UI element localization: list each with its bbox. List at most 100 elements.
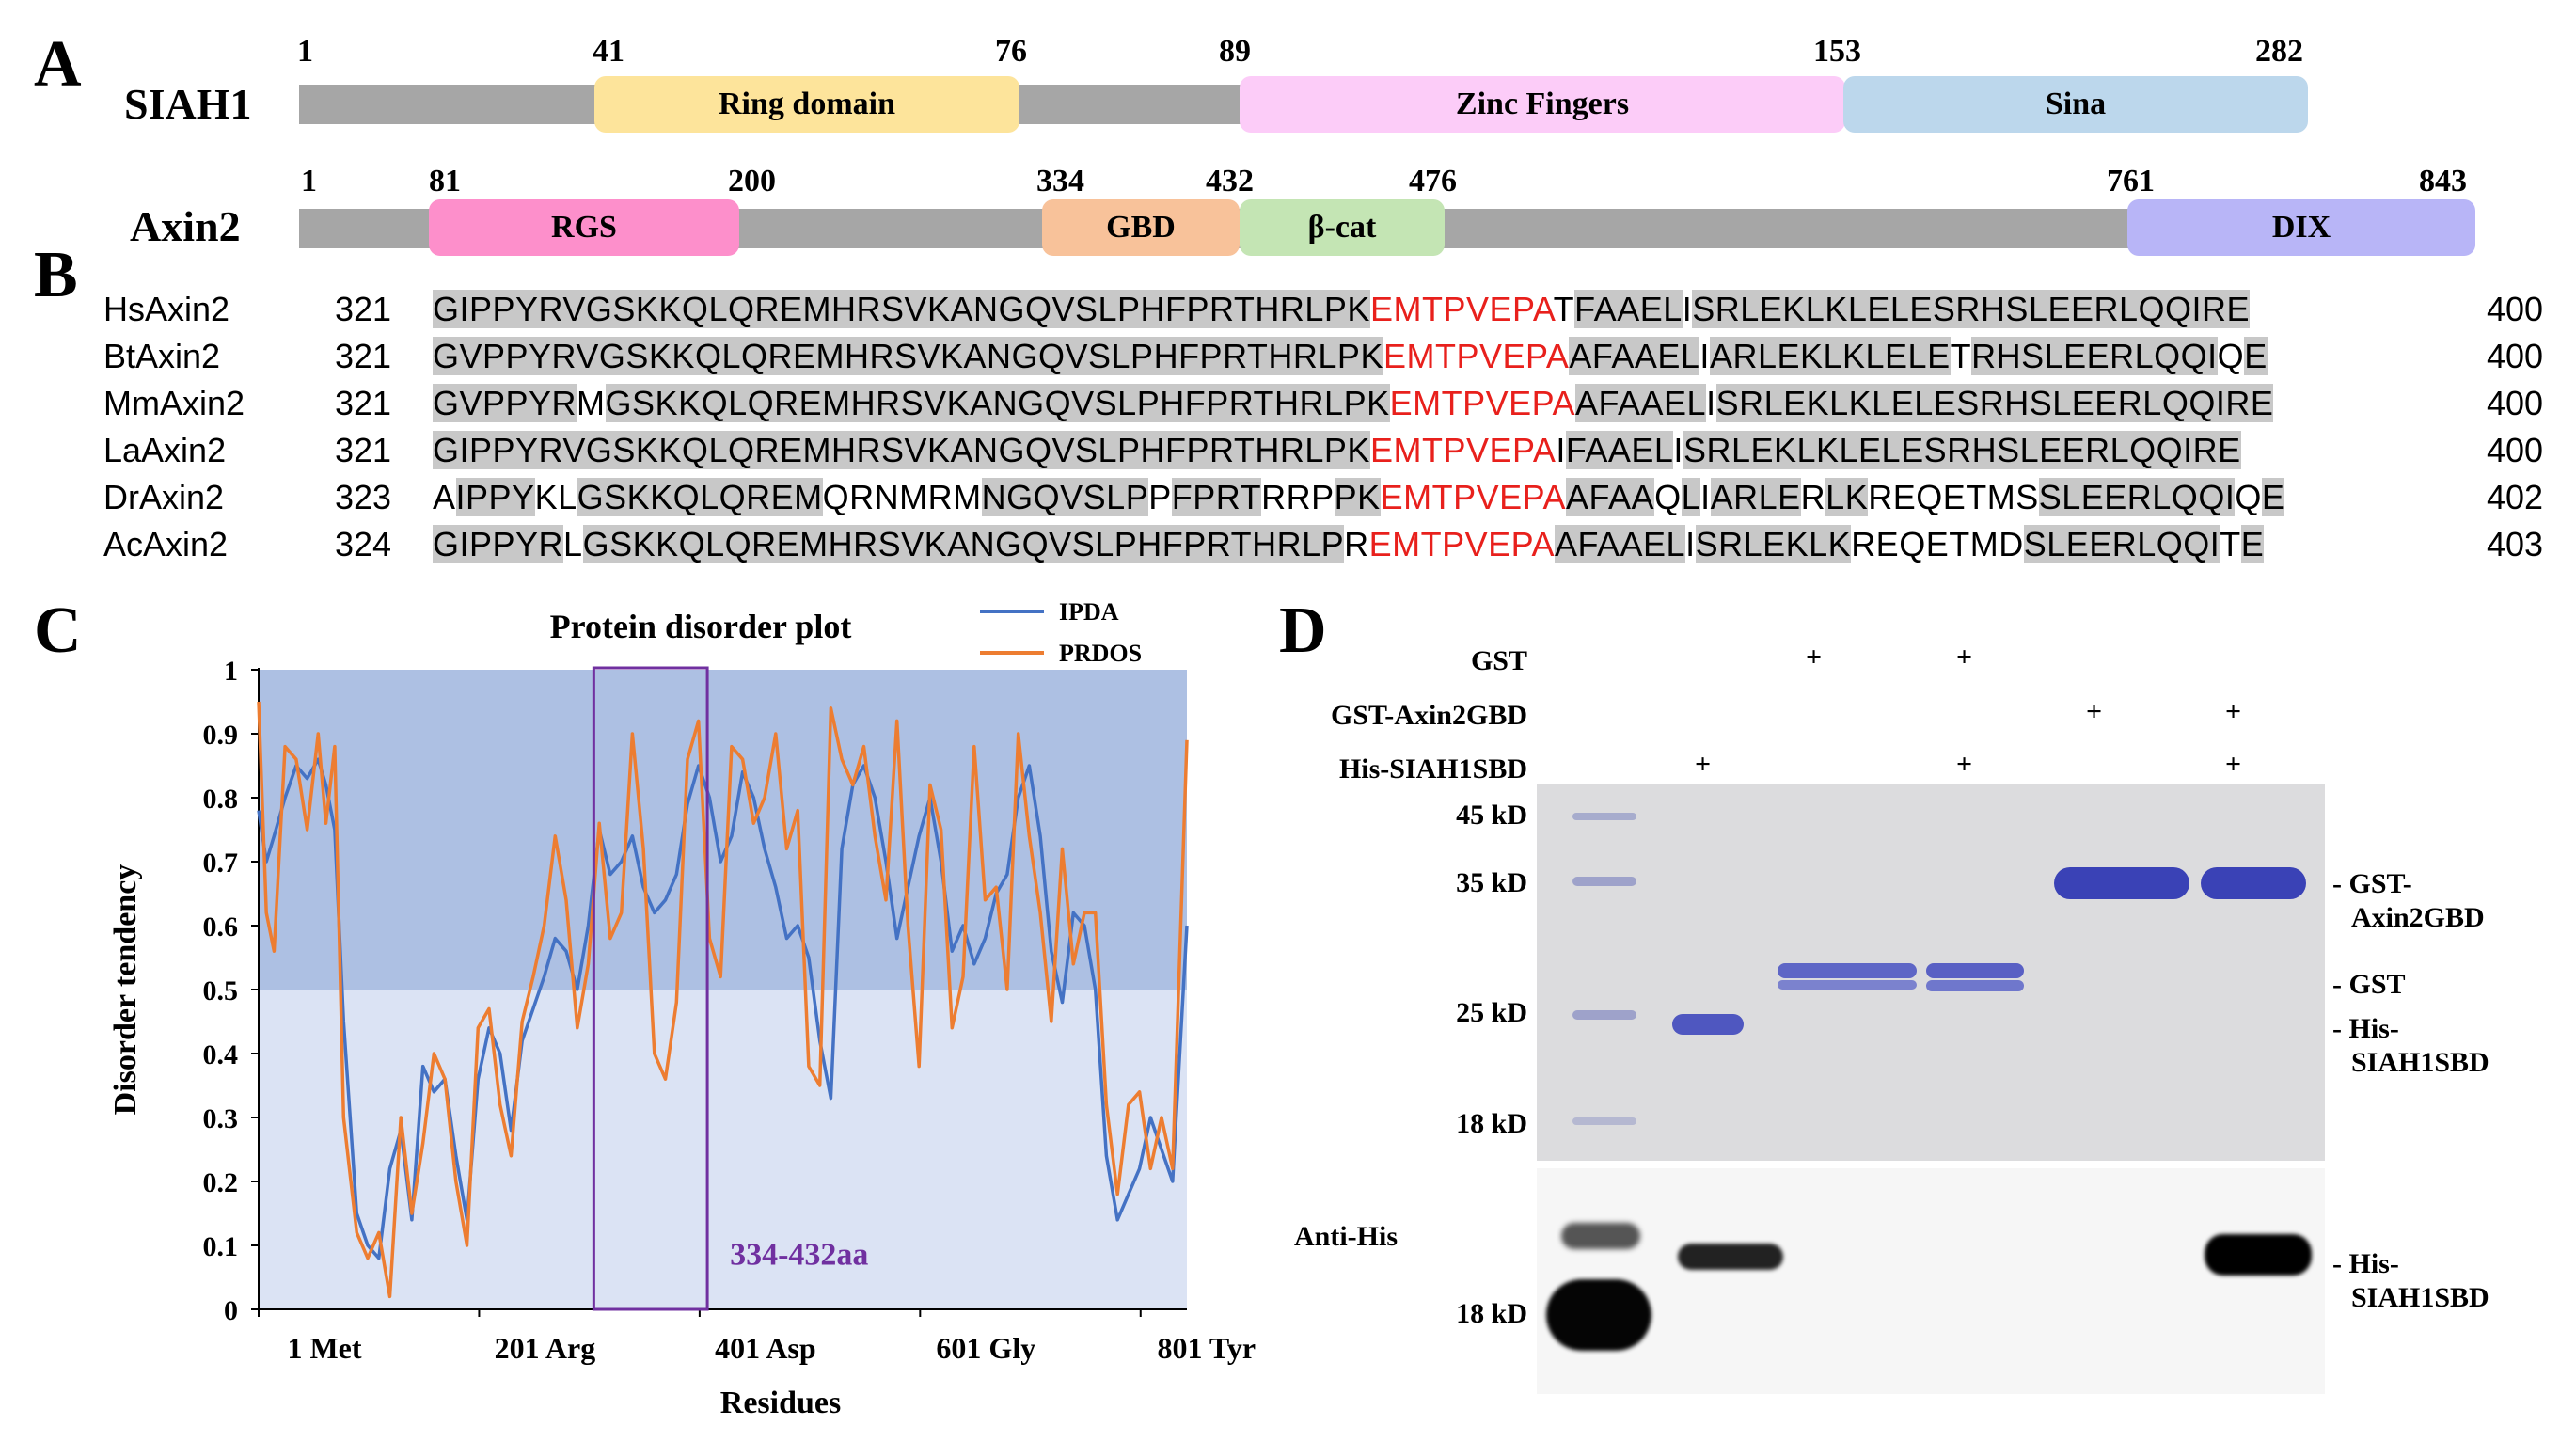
ladder-band-35 xyxy=(1572,877,1636,886)
gst-band2-lane3 xyxy=(1778,980,1917,990)
y-axis-label: Disorder tendency xyxy=(108,864,143,1116)
alignment-start: 321 xyxy=(335,290,392,328)
alignment-sequence: GVPPYRMGSKKQLQREMHRSVKANGQVSLPHFPRTHRLPK… xyxy=(433,384,2274,423)
right-label-gst-axin2gbd-l2: Axin2GBD xyxy=(2351,902,2485,933)
sequence-segment: AFAAEL xyxy=(1555,525,1686,563)
panel-label-b: B xyxy=(34,239,78,311)
ladder-band-45 xyxy=(1572,813,1636,820)
marker-25kd: 25 kD xyxy=(1456,997,1527,1028)
blot-his-band-lane2 xyxy=(1678,1244,1783,1270)
ordered-region xyxy=(259,990,1187,1309)
sequence-segment: L xyxy=(563,525,583,563)
sequence-segment: GSKKQLQREMHRSVKANGQVSLPHFPRTHRLP xyxy=(582,525,1345,563)
alignment-sequence: GIPPYRVGSKKQLQREMHRSVKANGQVSLPHFPRTHRLPK… xyxy=(433,431,2241,470)
sequence-segment: SRLEKLKLELESRHSLEERLQQIRE xyxy=(1683,431,2241,469)
sequence-segment: A xyxy=(433,478,456,516)
sequence-segment: GV xyxy=(433,337,483,375)
y-tick-label: 0.6 xyxy=(203,911,239,943)
sequence-segment: SRLEKLKLELESRHSLEERLQQIRE xyxy=(1692,290,2251,328)
row-label-his-siah1sbd: His-SIAH1SBD xyxy=(1338,753,1527,784)
conserved-motif: EMTPVEPA xyxy=(1368,525,1555,563)
sequence-segment: RHSLEERLQQI xyxy=(1971,337,2218,375)
alignment-end: 402 xyxy=(2487,478,2544,516)
alignment-end: 400 xyxy=(2487,431,2544,469)
alignment-end: 403 xyxy=(2487,525,2544,563)
gst-band-lane3 xyxy=(1778,963,1917,978)
marker-35kd: 35 kD xyxy=(1456,867,1527,898)
sequence-segment: AFAAEL xyxy=(1574,384,1707,422)
blot-his-band-lane6 xyxy=(2205,1234,2312,1276)
sequence-segment: REQETMS xyxy=(1868,478,2039,516)
sequence-segment: RRP xyxy=(1261,478,1335,516)
legend-label: PRDOS xyxy=(1059,640,1142,667)
axin2-pos-761: 761 xyxy=(2107,164,2155,198)
alignment-end: 400 xyxy=(2487,290,2544,328)
axin2-beta-cat-domain: β-cat xyxy=(1240,199,1445,256)
axin2-pos-334: 334 xyxy=(1036,164,1084,198)
right-label-gst-axin2gbd-l1: - GST- xyxy=(2332,868,2412,899)
sequence-segment: SRLEKLK xyxy=(1695,525,1852,563)
sequence-segment: I xyxy=(1685,525,1696,563)
plus-his-lane4: + xyxy=(1956,749,1973,780)
right-label-blot-his-siah1sbd: - His- SIAH1SBD xyxy=(2332,1247,2489,1315)
right-label-his-siah1sbd: - His- SIAH1SBD xyxy=(2332,1012,2489,1080)
legend-label: IPDA xyxy=(1059,598,1119,626)
sequence-segment: REQETMD xyxy=(1851,525,2024,563)
sequence-segment: SRLEKLKLELESRHSLEERLQQIRE xyxy=(1715,384,2274,422)
axin2-pos-476: 476 xyxy=(1409,164,1457,198)
anti-his-label: Anti-His xyxy=(1294,1221,1399,1252)
plus-his-lane2: + xyxy=(1695,749,1712,780)
axin2-label: Axin2 xyxy=(130,202,241,250)
axin2-rgs-domain: RGS xyxy=(429,199,739,256)
conserved-motif: EMTPVEPA xyxy=(1369,431,1557,469)
marker-18kd-blot: 18 kD xyxy=(1456,1298,1527,1329)
sequence-segment: GIPPYRVGSKKQLQREMHRSVKANGQVSLPHFPRTHRLPK xyxy=(433,431,1370,469)
x-tick-label: 201 Arg xyxy=(495,1331,596,1365)
sequence-segment: I xyxy=(1700,478,1711,516)
plus-gst-lane3: + xyxy=(1806,642,1823,673)
sequence-segment: I xyxy=(1682,290,1693,328)
sequence-segment: AFAAEL xyxy=(1569,337,1700,375)
sequence-segment: E xyxy=(2244,337,2268,375)
right-label-blot-l1: - His- xyxy=(2332,1248,2399,1279)
highlight-box-label: 334-432aa xyxy=(730,1237,868,1272)
sequence-segment: GSKKQLQREMHRSVKANGQVSLPHFPRTHRLPK xyxy=(605,384,1390,422)
siah1-pos-89: 89 xyxy=(1219,34,1251,69)
sequence-segment: T xyxy=(1553,290,1575,328)
sequence-segment: ARLEKLKLELE xyxy=(1709,337,1951,375)
highlight-box xyxy=(592,666,709,1311)
sequence-segment: M xyxy=(577,384,606,422)
sequence-segment: GIPPYR xyxy=(433,525,564,563)
conserved-motif: EMTPVEPA xyxy=(1369,290,1554,328)
sequence-segment: FAAEL xyxy=(1565,431,1674,469)
y-tick-label: 0.8 xyxy=(203,784,239,815)
sequence-segment: FPRT xyxy=(1171,478,1262,516)
axin2-pos-200: 200 xyxy=(728,164,776,198)
x-axis-label: Residues xyxy=(720,1386,841,1420)
ladder-band-18 xyxy=(1572,1117,1636,1125)
right-label-gst-axin2gbd: - GST- Axin2GBD xyxy=(2332,867,2485,935)
chart-title: Protein disorder plot xyxy=(550,608,852,645)
sequence-segment: E xyxy=(2261,478,2285,516)
sequence-segment: FAAEL xyxy=(1574,290,1683,328)
alignment-start: 321 xyxy=(335,431,392,469)
sequence-segment: AFAA xyxy=(1566,478,1655,516)
alignment-sequence: GIPPYRLGSKKQLQREMHRSVKANGQVSLPHFPRTHRLP R… xyxy=(433,525,2265,564)
siah1-sina-domain: Sina xyxy=(1843,76,2308,133)
conserved-motif: EMTPVEPA xyxy=(1380,478,1567,516)
axin2-gbd-domain: GBD xyxy=(1042,199,1240,256)
siah1-pos-76: 76 xyxy=(995,34,1027,69)
sequence-segment: T xyxy=(1950,337,1972,375)
alignment-row: LaAxin2 321 GIPPYRVGSKKQLQREMHRSVKANGQVSLP… xyxy=(103,431,2568,470)
sequence-segment: NGQVSLP xyxy=(981,478,1149,516)
western-blot xyxy=(1537,1168,2325,1394)
sequence-segment: Q xyxy=(2235,478,2262,516)
sequence-segment: T xyxy=(2220,525,2241,563)
conserved-motif: EMTPVEPA xyxy=(1389,384,1575,422)
sequence-segment: PPYRVGSKKQLQREMHRSVKANGQVSLPHFPRTHRLPK xyxy=(482,337,1383,375)
plus-gst-lane4: + xyxy=(1956,642,1973,673)
sequence-segment: KL xyxy=(534,478,577,516)
axin2-pos-1: 1 xyxy=(301,164,317,198)
sequence-segment: Q xyxy=(2217,337,2245,375)
alignment-end: 400 xyxy=(2487,384,2544,422)
